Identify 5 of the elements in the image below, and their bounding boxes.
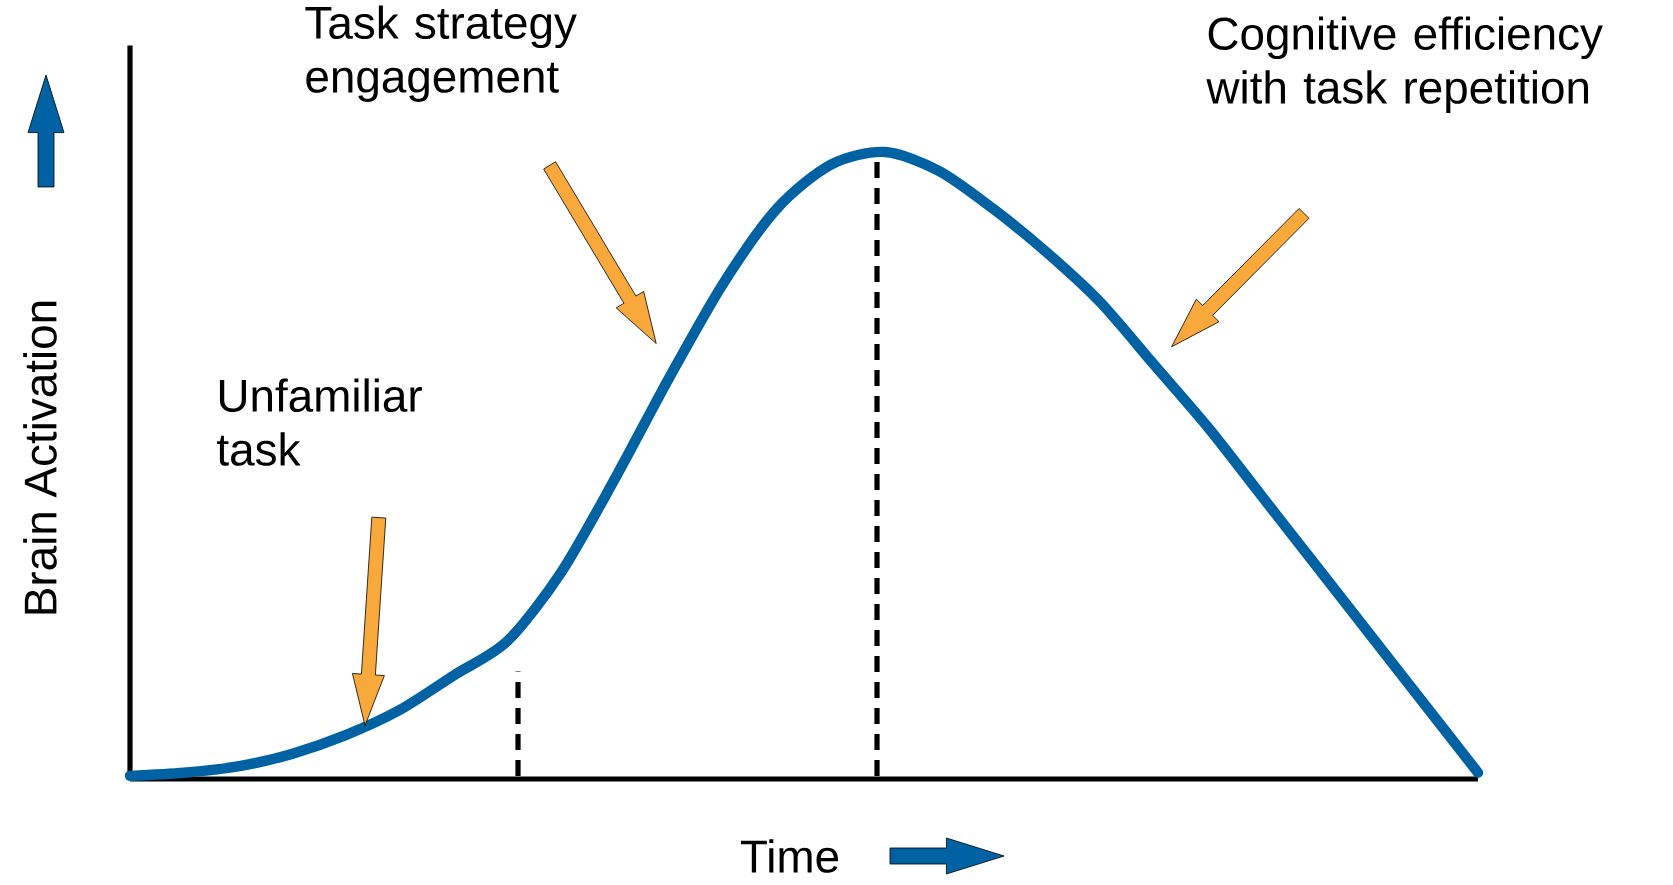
x-axis-title: Time (740, 839, 839, 873)
text: Task strategy engagement (305, 5, 577, 102)
text: Cognitive efficiency with task repetition (1206, 16, 1603, 113)
y-axis-title: Brain Activation (23, 301, 57, 614)
annotation: Unfamiliar task (217, 378, 422, 466)
